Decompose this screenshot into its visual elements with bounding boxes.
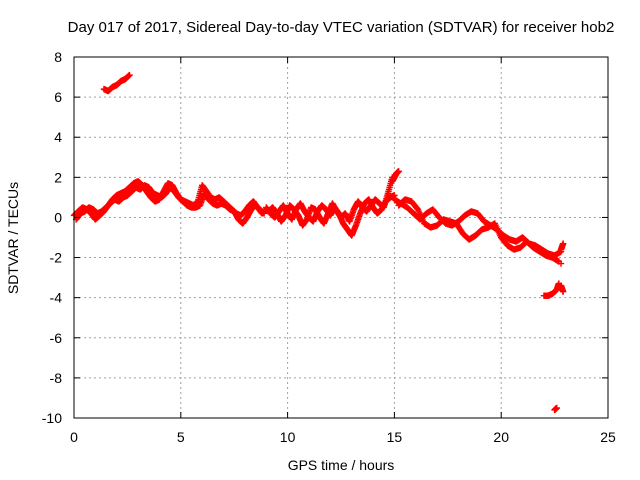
y-tick-label: 4 — [54, 129, 62, 145]
x-tick-label: 25 — [600, 429, 616, 445]
data-point — [557, 260, 565, 267]
grid-layer — [74, 57, 608, 418]
data-point — [395, 168, 402, 175]
data-point — [553, 404, 560, 412]
data-points-layer — [70, 71, 567, 414]
ticks-layer: 0 5 10 15 20 25 -10 -8 -6 -4 -2 0 2 4 6 8 — [42, 49, 616, 445]
y-tick-label: -4 — [50, 290, 63, 306]
x-axis-label: GPS time / hours — [288, 457, 395, 473]
x-tick-label: 5 — [177, 429, 185, 445]
y-tick-label: -2 — [50, 250, 63, 266]
x-tick-label: 15 — [387, 429, 403, 445]
x-tick-label: 20 — [493, 429, 509, 445]
data-point — [260, 210, 268, 217]
y-tick-label: 2 — [54, 169, 62, 185]
x-tick-label: 10 — [280, 429, 296, 445]
chart-title: Day 017 of 2017, Sidereal Day-to-day VTE… — [68, 19, 615, 36]
y-tick-label: -6 — [50, 330, 63, 346]
y-tick-label: -10 — [42, 410, 62, 426]
y-tick-label: 6 — [54, 89, 62, 105]
x-tick-label: 0 — [70, 429, 78, 445]
y-tick-label: -8 — [50, 370, 63, 386]
y-tick-label: 8 — [54, 49, 62, 65]
data-point — [559, 240, 567, 247]
plot-frame — [73, 56, 609, 419]
data-point — [559, 288, 567, 295]
y-tick-label: 0 — [54, 209, 62, 225]
data-point — [126, 71, 133, 79]
y-axis-label: SDTVAR / TECUs — [5, 182, 21, 294]
